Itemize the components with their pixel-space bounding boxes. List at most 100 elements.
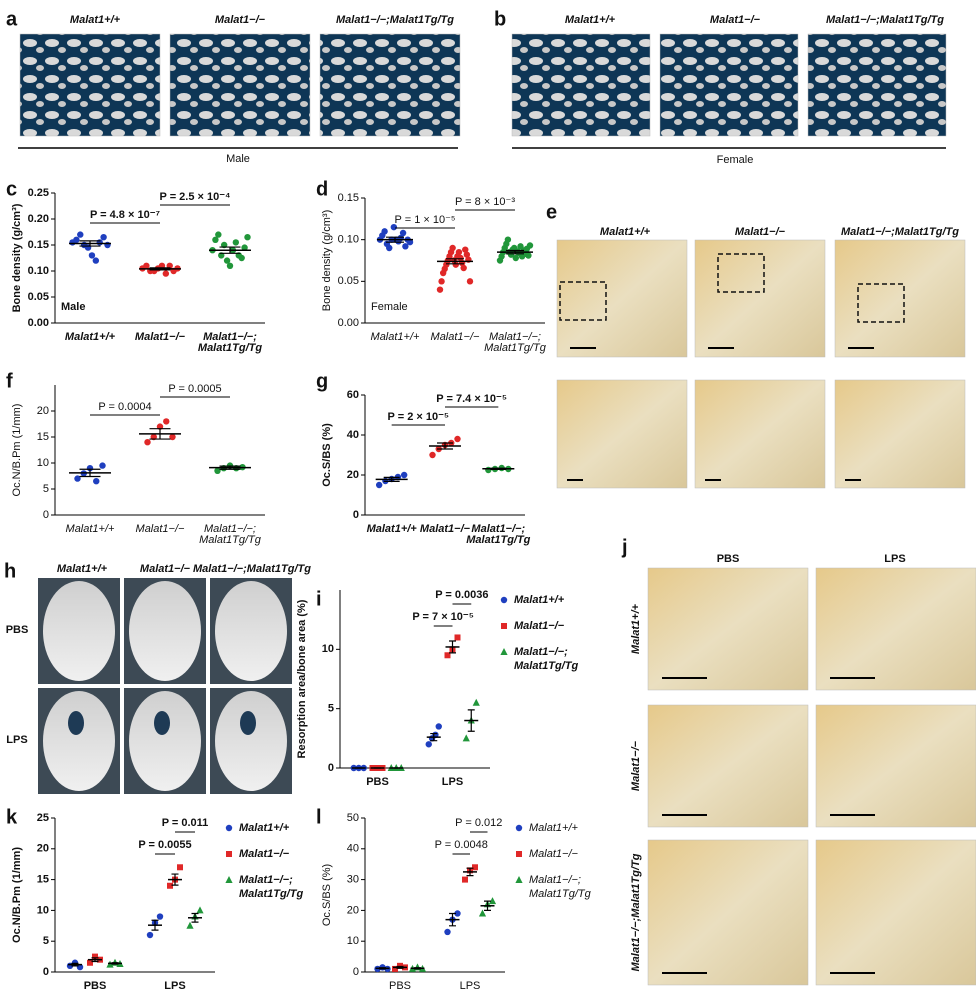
error-bar (386, 236, 404, 243)
lesion (68, 711, 84, 735)
column-header: Malat1−/− (735, 226, 786, 238)
data-point (525, 252, 532, 259)
column-header: Malat1−/− (215, 14, 266, 26)
inset-box (559, 281, 607, 321)
y-tick-label: 0 (353, 966, 359, 978)
panel-label: f (6, 370, 13, 392)
error-bar (490, 467, 507, 470)
panel-label: i (316, 588, 322, 610)
data-point (515, 824, 523, 832)
data-point (244, 234, 251, 241)
column-header: Malat1−/− (710, 14, 761, 26)
data-point (177, 864, 183, 871)
p-value: P = 2 × 10⁻⁵ (388, 411, 450, 423)
column-header: Malat1+/+ (600, 226, 651, 238)
row-label: Malat1−/−;Malat1Tg/Tg (630, 853, 642, 971)
inset-label: Male (61, 301, 85, 313)
error-bar (379, 967, 386, 970)
data-point (526, 242, 534, 249)
x-tick-label: PBS (84, 980, 107, 992)
y-tick-label: 0.25 (28, 187, 49, 199)
skull-shape (43, 691, 115, 791)
error-bar (91, 957, 99, 963)
x-tick-label: Malat1−/−; (203, 331, 257, 343)
data-point (196, 906, 204, 914)
panel-label: j (621, 536, 628, 558)
error-bar (446, 258, 464, 265)
data-point (500, 648, 508, 655)
legend-label: Malat1−/−; (239, 874, 293, 886)
data-point (146, 931, 154, 939)
data-point (406, 238, 414, 246)
x-tick-label: Malat1−/− (136, 523, 185, 535)
y-tick-label: 0.15 (28, 239, 49, 251)
inset-box (857, 283, 905, 323)
column-header: PBS (717, 553, 740, 565)
legend-label: Malat1+/+ (529, 822, 578, 834)
legend-label: Malat1Tg/Tg (529, 888, 592, 900)
panel-label: b (494, 8, 506, 30)
legend-label: Malat1Tg/Tg (239, 888, 303, 900)
data-point (156, 913, 164, 920)
y-tick-label: 40 (347, 429, 359, 441)
data-point (515, 876, 523, 883)
data-point (92, 257, 100, 264)
y-tick-label: 0.05 (28, 291, 49, 303)
y-tick-label: 20 (347, 469, 359, 481)
data-point (392, 965, 398, 972)
error-bar (484, 900, 491, 911)
x-tick-label: Malat1−/−; (489, 331, 541, 343)
y-axis-title: Bone density (g/cm³) (321, 210, 333, 311)
data-point (454, 910, 461, 917)
data-point (449, 244, 456, 252)
x-tick-label: Malat1−/−; (204, 523, 256, 535)
micro-ct-image (19, 33, 161, 137)
y-tick-label: 25 (37, 812, 49, 824)
p-value: P = 8 × 10⁻³ (455, 196, 515, 208)
data-point (466, 278, 474, 285)
data-point (232, 239, 240, 246)
error-bar (149, 267, 171, 271)
p-value: P = 0.0004 (98, 401, 151, 413)
data-point (162, 270, 170, 277)
data-point (462, 246, 469, 253)
data-point (390, 223, 398, 231)
inset-label: Female (371, 301, 408, 313)
row-label: LPS (6, 734, 27, 746)
micro-ct-image (319, 33, 461, 137)
y-tick-label: 20 (347, 904, 359, 916)
data-point (96, 239, 103, 246)
data-point (214, 467, 221, 474)
p-value: P = 2.5 × 10⁻⁴ (160, 191, 231, 203)
data-point (386, 244, 393, 252)
data-point (167, 882, 173, 889)
data-point (397, 962, 403, 969)
error-bar (430, 732, 438, 742)
x-tick-label: Malat1Tg/Tg (199, 534, 262, 546)
data-point (92, 953, 98, 960)
histology-image (815, 839, 976, 986)
data-point (99, 462, 106, 469)
y-axis-title: Bone density (g/cm³) (11, 203, 23, 312)
data-point (507, 251, 515, 258)
panel-label: d (316, 178, 328, 200)
column-header: Malat1−/−;Malat1Tg/Tg (336, 14, 454, 26)
x-tick-label: PBS (366, 776, 389, 788)
column-header: Malat1−/−;Malat1Tg/Tg (841, 226, 959, 238)
micro-ct-image (511, 33, 651, 137)
data-point (238, 254, 245, 262)
histology-image (694, 379, 826, 489)
error-bar (79, 240, 101, 247)
panel-label: k (6, 806, 18, 828)
histology-image (556, 239, 688, 358)
data-point (435, 723, 442, 730)
x-tick-label: Malat1−/− (431, 331, 480, 343)
data-point (463, 251, 471, 258)
row-label: PBS (6, 624, 29, 636)
x-tick-label: Malat1+/+ (66, 523, 115, 535)
error-bar (449, 640, 456, 654)
data-point (88, 252, 96, 259)
data-point (215, 231, 222, 238)
p-value: P = 0.0005 (168, 383, 221, 395)
legend-label: Malat1−/− (239, 848, 290, 860)
